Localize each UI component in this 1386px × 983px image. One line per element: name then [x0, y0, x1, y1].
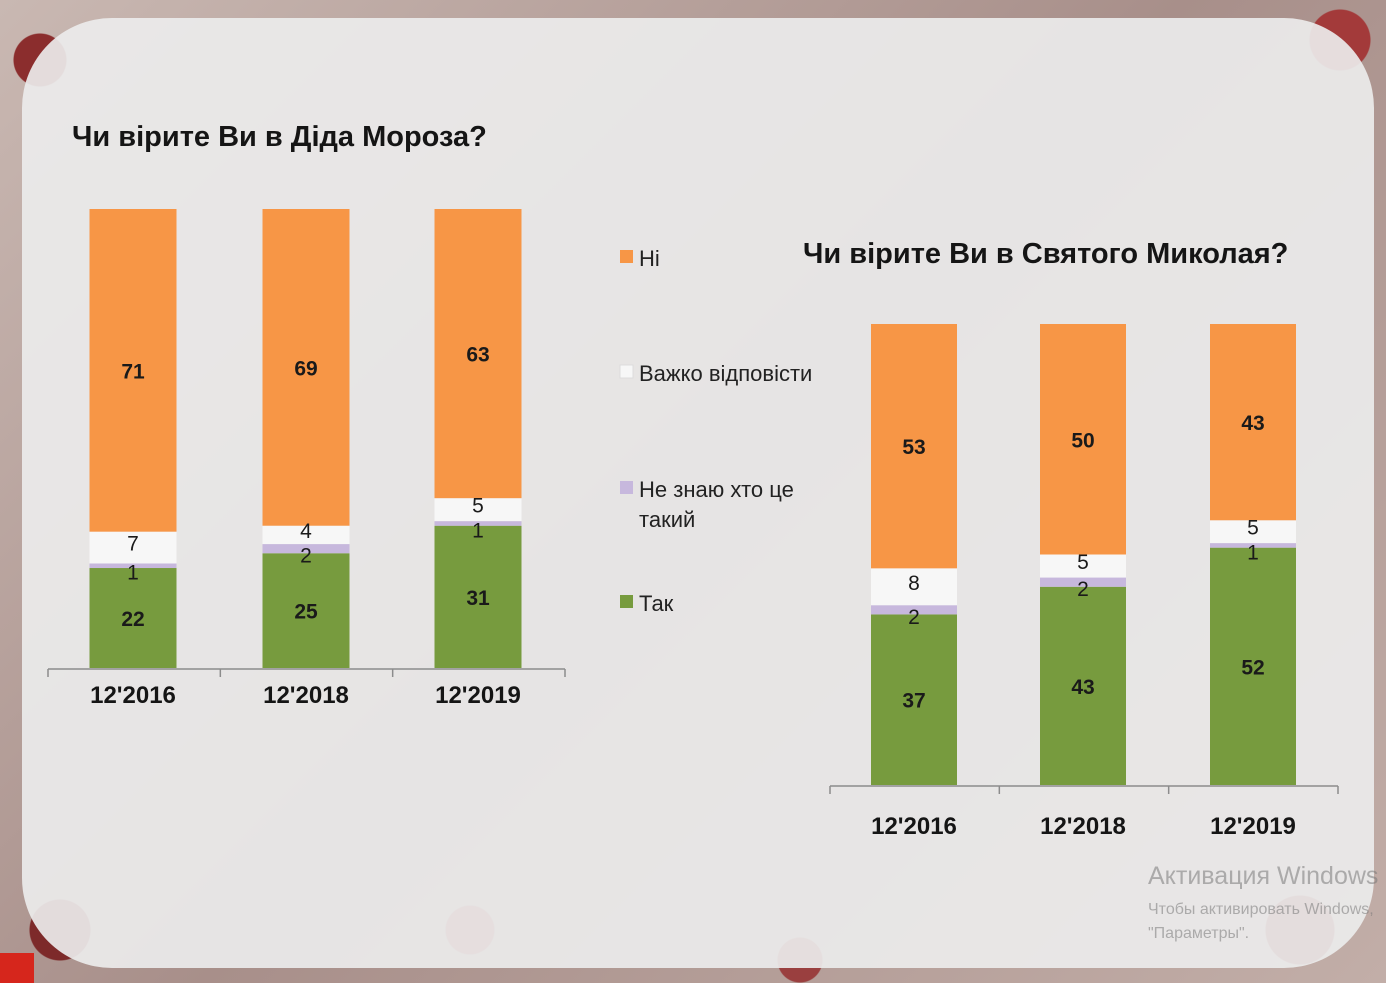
bar-segment-так-12-2018: [262, 553, 350, 668]
bar-segment-важко-відповісти-12-2016: [89, 531, 177, 564]
chart-title-2: Чи вірите Ви в Святого Миколая?: [803, 238, 1288, 270]
bar-segment-ні-12-2019: [434, 209, 522, 499]
legend-label-ні: Ні: [639, 246, 660, 271]
x-tick-label: 12'2019: [1210, 813, 1296, 840]
bar-segment-важко-відповісти-12-2019: [1210, 520, 1296, 544]
bar-segment-так-12-2019: [1210, 547, 1296, 785]
legend-label-так: Так: [639, 591, 674, 616]
bar-segment-важко-відповісти-12-2016: [871, 568, 957, 606]
data-label-ні-12-2018: 50: [1071, 429, 1094, 452]
legend-swatch-так: [620, 595, 633, 608]
bar-segment-ні-12-2019: [1210, 324, 1296, 521]
legend-label-не-знаю-хто-це-такий: такий: [639, 507, 695, 532]
data-label-так-12-2018: 25: [294, 601, 318, 624]
data-label-ні-12-2016: 71: [121, 360, 145, 383]
data-label-не-знаю-хто-це-такий-12-2016: 1: [127, 562, 139, 585]
bar-segment-не-знаю-хто-це-такий-12-2016: [89, 563, 177, 569]
bar-segment-важко-відповісти-12-2018: [1040, 554, 1126, 578]
windows-activation-line1: Чтобы активировать Windows,: [1148, 901, 1374, 918]
windows-activation-title: Активация Windows: [1148, 862, 1379, 890]
bar-segment-ні-12-2018: [1040, 324, 1126, 555]
x-tick-label: 12'2018: [263, 682, 349, 709]
bar-segment-так-12-2016: [89, 568, 177, 668]
data-label-важко-відповісти-12-2016: 7: [127, 533, 139, 556]
bar-segment-не-знаю-хто-це-такий-12-2019: [1210, 543, 1296, 548]
data-label-важко-відповісти-12-2018: 5: [1077, 551, 1089, 574]
data-label-ні-12-2018: 69: [294, 357, 317, 380]
bar-segment-важко-відповісти-12-2019: [434, 498, 522, 522]
bar-segment-ні-12-2018: [262, 209, 350, 526]
data-label-не-знаю-хто-це-такий-12-2018: 2: [1077, 578, 1089, 601]
bar-segment-не-знаю-хто-це-такий-12-2018: [1040, 577, 1126, 587]
windows-activation-text: Чтобы активировать Windows, "Параметры".: [1148, 898, 1386, 946]
legend-swatch-не-знаю-хто-це-такий: [620, 481, 633, 494]
data-label-не-знаю-хто-це-такий-12-2019: 1: [1247, 541, 1259, 564]
bar-segment-важко-відповісти-12-2018: [262, 525, 350, 545]
bar-segment-не-знаю-хто-це-такий-12-2019: [434, 521, 522, 526]
data-label-не-знаю-хто-це-такий-12-2019: 1: [472, 519, 484, 542]
data-label-так-12-2019: 31: [466, 587, 490, 610]
legend-swatch-ні: [620, 250, 633, 263]
data-label-ні-12-2019: 43: [1241, 412, 1264, 435]
bar-segment-ні-12-2016: [871, 324, 957, 569]
data-label-не-знаю-хто-це-такий-12-2018: 2: [300, 545, 312, 568]
bar-segment-ні-12-2016: [89, 209, 177, 532]
legend-label-не-знаю-хто-це-такий: Не знаю хто це: [639, 477, 794, 502]
bar-segment-так-12-2019: [434, 525, 522, 668]
data-label-так-12-2019: 52: [1241, 656, 1264, 679]
data-label-важко-відповісти-12-2019: 5: [1247, 517, 1259, 540]
bar-segment-не-знаю-хто-це-такий-12-2018: [262, 544, 350, 554]
bar-segment-не-знаю-хто-це-такий-12-2016: [871, 605, 957, 615]
bar-segment-так-12-2016: [871, 614, 957, 785]
slide-panel: [22, 18, 1374, 968]
x-tick-label: 12'2016: [871, 813, 957, 840]
bar-segment-так-12-2018: [1040, 586, 1126, 785]
data-label-ні-12-2016: 53: [902, 436, 925, 459]
red-corner-marker: [0, 953, 34, 983]
data-label-так-12-2018: 43: [1071, 676, 1094, 699]
legend-label-важко-відповісти: Важко відповісти: [639, 361, 812, 386]
data-label-не-знаю-хто-це-такий-12-2016: 2: [908, 606, 920, 629]
data-label-так-12-2016: 22: [121, 608, 144, 631]
x-tick-label: 12'2019: [435, 682, 521, 709]
legend-swatch-важко-відповісти: [619, 364, 634, 379]
x-tick-label: 12'2016: [90, 682, 176, 709]
data-label-так-12-2016: 37: [902, 690, 925, 713]
x-tick-label: 12'2018: [1040, 813, 1126, 840]
chart-title-1: Чи вірите Ви в Діда Мороза?: [72, 121, 487, 153]
windows-activation-line2: "Параметры".: [1148, 925, 1250, 942]
data-label-важко-відповісти-12-2019: 5: [472, 495, 484, 518]
data-label-важко-відповісти-12-2016: 8: [908, 572, 920, 595]
data-label-важко-відповісти-12-2018: 4: [300, 520, 312, 543]
data-label-ні-12-2019: 63: [466, 344, 489, 367]
